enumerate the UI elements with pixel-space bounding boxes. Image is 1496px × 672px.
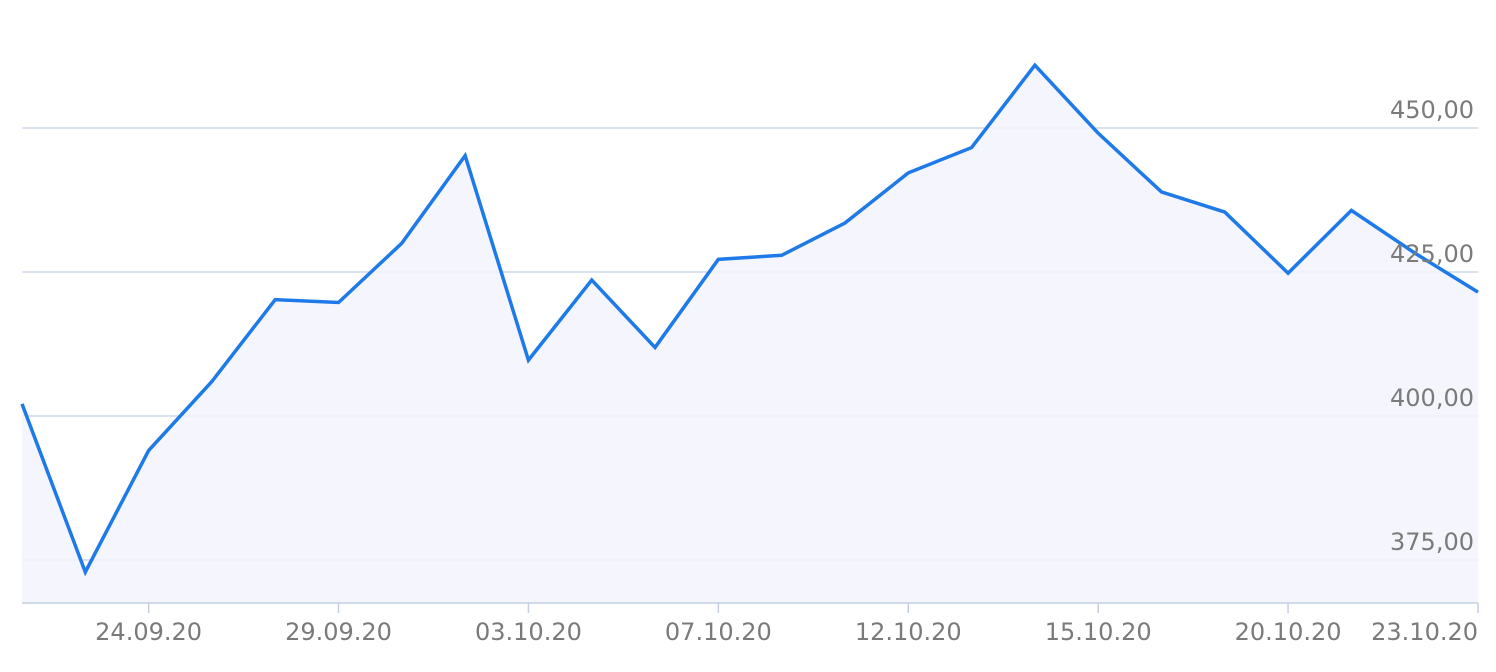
data-point (1286, 271, 1290, 275)
x-tick-label: 07.10.20 (665, 618, 772, 646)
data-point (716, 257, 720, 261)
data-point (653, 345, 657, 349)
data-point (83, 570, 87, 574)
data-point (1476, 290, 1480, 294)
y-tick-label: 375,00 (1390, 528, 1474, 556)
data-point (1349, 208, 1353, 212)
x-axis (22, 602, 1479, 613)
data-point (147, 449, 151, 453)
x-tick-label: 24.09.20 (95, 618, 202, 646)
x-tick-label: 12.10.20 (855, 618, 962, 646)
y-tick-label: 425,00 (1390, 240, 1474, 268)
x-tick-label: 15.10.20 (1045, 618, 1152, 646)
data-point (1223, 210, 1227, 214)
data-point (906, 171, 910, 175)
y-axis-labels: 375,00 400,00 425,00 450,00 (1390, 96, 1474, 556)
series-line (20, 62, 1479, 577)
data-point (20, 402, 24, 406)
x-tick-label: 20.10.20 (1235, 618, 1342, 646)
data-point (780, 253, 784, 257)
x-tick-label: 29.09.20 (285, 618, 392, 646)
data-point (210, 379, 214, 383)
data-point (273, 298, 277, 302)
data-point (1096, 131, 1100, 135)
data-point (590, 278, 594, 282)
data-point (843, 221, 847, 225)
data-point (526, 358, 530, 362)
data-point (1413, 251, 1417, 255)
data-point (337, 301, 341, 305)
x-axis-labels: 24.09.20 29.09.20 03.10.20 07.10.20 12.10.20… (95, 618, 1478, 646)
y-tick-label: 450,00 (1390, 96, 1474, 124)
data-point (463, 154, 467, 158)
y-tick-label: 400,00 (1390, 384, 1474, 412)
data-point (400, 241, 404, 245)
data-point (1033, 63, 1037, 67)
data-point (1159, 190, 1163, 194)
data-point (970, 146, 974, 150)
area-fill (22, 65, 1478, 603)
x-tick-label: 23.10.20 (1371, 618, 1478, 646)
x-tick-label: 03.10.20 (475, 618, 582, 646)
